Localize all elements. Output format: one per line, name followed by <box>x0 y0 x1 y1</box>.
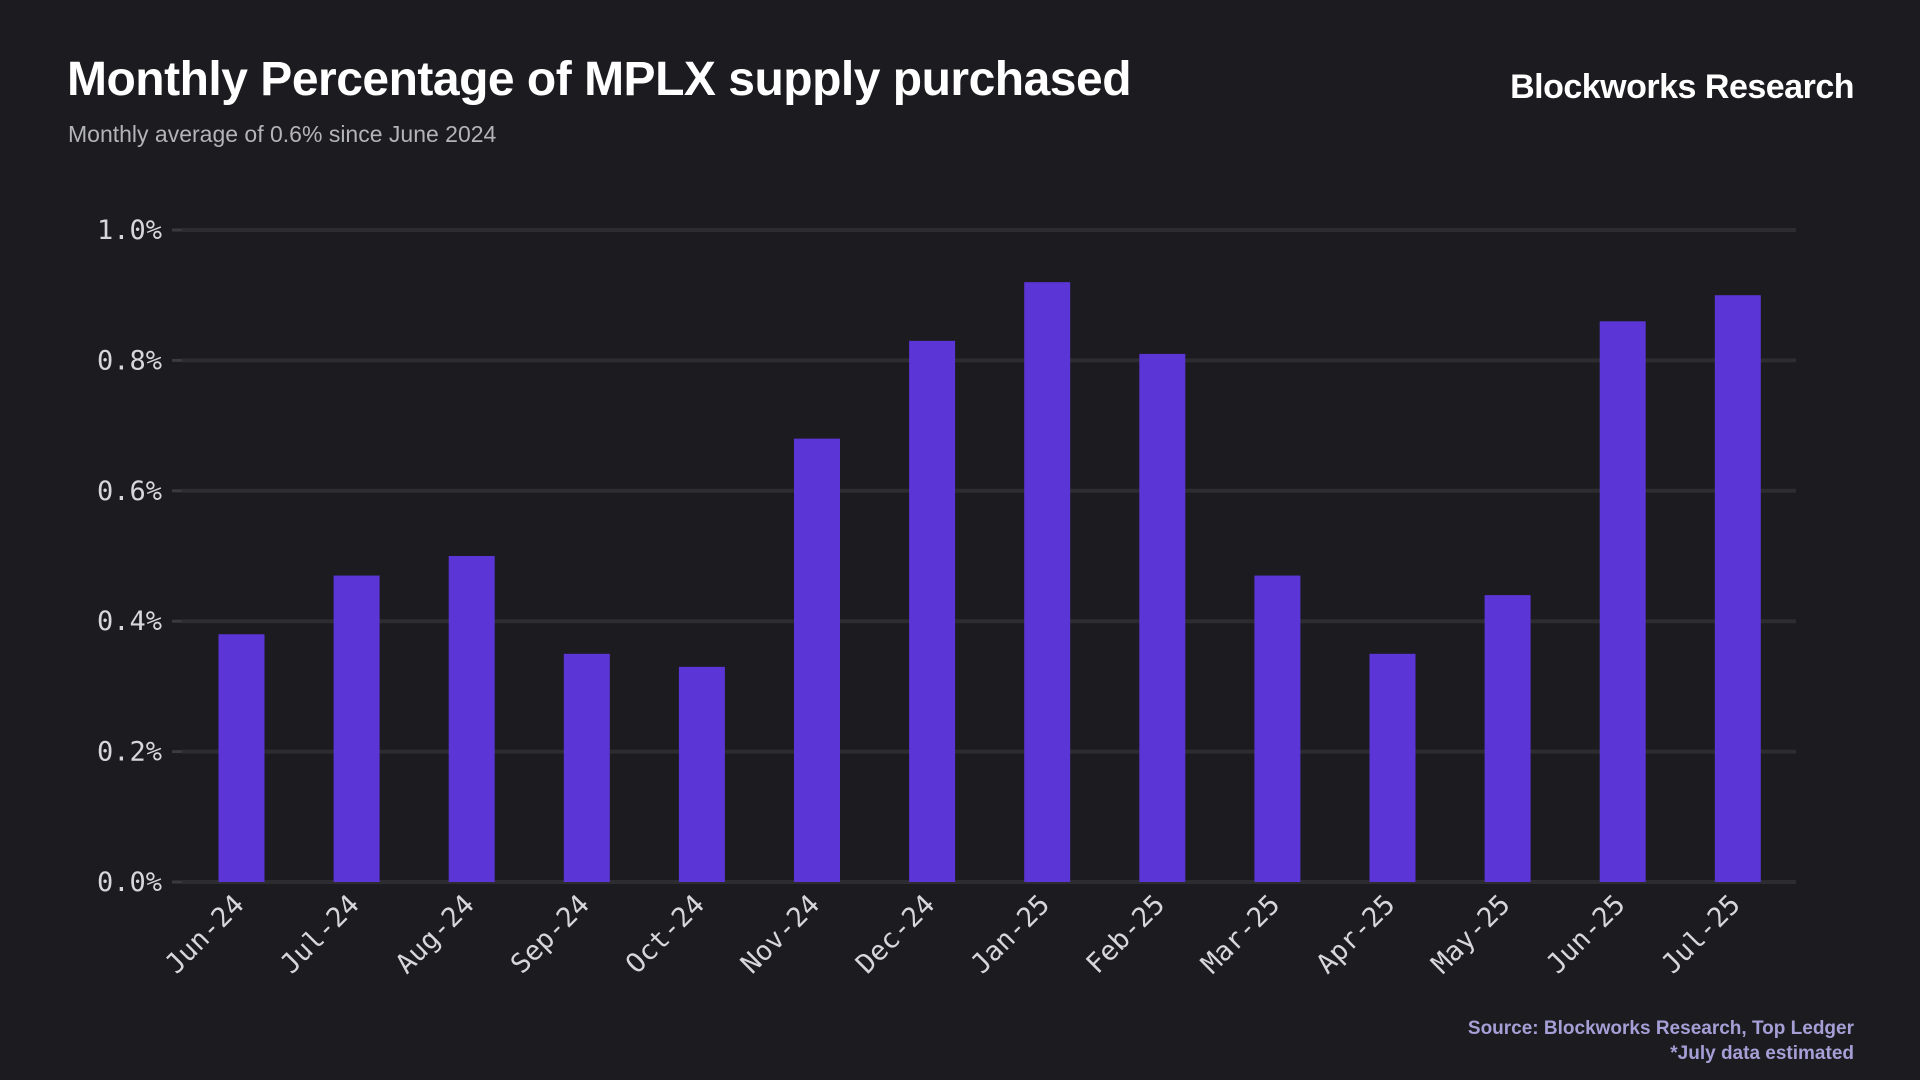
y-tick-label: 0.2% <box>97 737 162 768</box>
x-tick-label: Sep-24 <box>505 889 596 980</box>
bar-aug-24 <box>448 556 495 882</box>
x-tick-label: Jul-25 <box>1656 889 1747 980</box>
bar-apr-25 <box>1369 653 1416 882</box>
bars <box>218 282 1761 883</box>
y-tick-label: 0.6% <box>97 476 162 507</box>
chart-title: Monthly Percentage of MPLX supply purcha… <box>67 53 1132 106</box>
bar-jun-25 <box>1599 321 1646 882</box>
bar-jul-24 <box>333 575 380 882</box>
bar-dec-24 <box>909 340 956 883</box>
bar-oct-24 <box>678 666 725 882</box>
x-axis-ticks: Jun-24 Jul-24 Aug-24 Sep-24 Oct-24 Nov-24 Dec-… <box>160 889 1747 980</box>
bar-mar-25 <box>1254 575 1301 882</box>
bar-jan-25 <box>1024 282 1071 882</box>
x-tick-label: Mar-25 <box>1195 889 1286 980</box>
y-tick-label: 0.8% <box>97 345 162 376</box>
x-tick-label: Jun-25 <box>1541 889 1632 980</box>
x-tick-label: Jan-25 <box>965 889 1056 980</box>
chart-subtitle: Monthly average of 0.6% since June 2024 <box>68 121 497 147</box>
x-tick-label: Apr-25 <box>1311 889 1402 980</box>
grid-lines <box>172 228 1796 884</box>
bar-jun-24 <box>218 634 265 882</box>
y-axis-ticks: 0.0% 0.2% 0.4% 0.6% 0.8% 1.0% <box>97 215 162 898</box>
x-tick-label: Oct-24 <box>620 889 711 980</box>
x-tick-label: May-25 <box>1426 889 1517 980</box>
x-tick-label: Aug-24 <box>390 889 481 980</box>
brand-logo-text: Blockworks Research <box>1510 68 1854 106</box>
source-note: Source: Blockworks Research, Top Ledger <box>1467 1018 1854 1039</box>
bar-nov-24 <box>794 438 840 882</box>
footer: Source: Blockworks Research, Top Ledger … <box>1468 1016 1854 1066</box>
bar-sep-24 <box>563 653 610 882</box>
y-tick-label: 1.0% <box>97 215 162 246</box>
x-tick-label: Jun-24 <box>160 889 251 980</box>
x-tick-label: Feb-25 <box>1080 889 1171 980</box>
y-tick-label: 0.0% <box>97 867 162 898</box>
bar-feb-25 <box>1139 353 1186 882</box>
estimate-note: *July data estimated <box>1670 1043 1854 1064</box>
x-tick-label: Jul-24 <box>275 889 366 980</box>
x-tick-label: Nov-24 <box>735 889 826 980</box>
bar-jul-25 <box>1714 295 1761 882</box>
bar-may-25 <box>1484 595 1531 882</box>
y-tick-label: 0.4% <box>97 606 162 637</box>
x-tick-label: Dec-24 <box>850 889 941 980</box>
